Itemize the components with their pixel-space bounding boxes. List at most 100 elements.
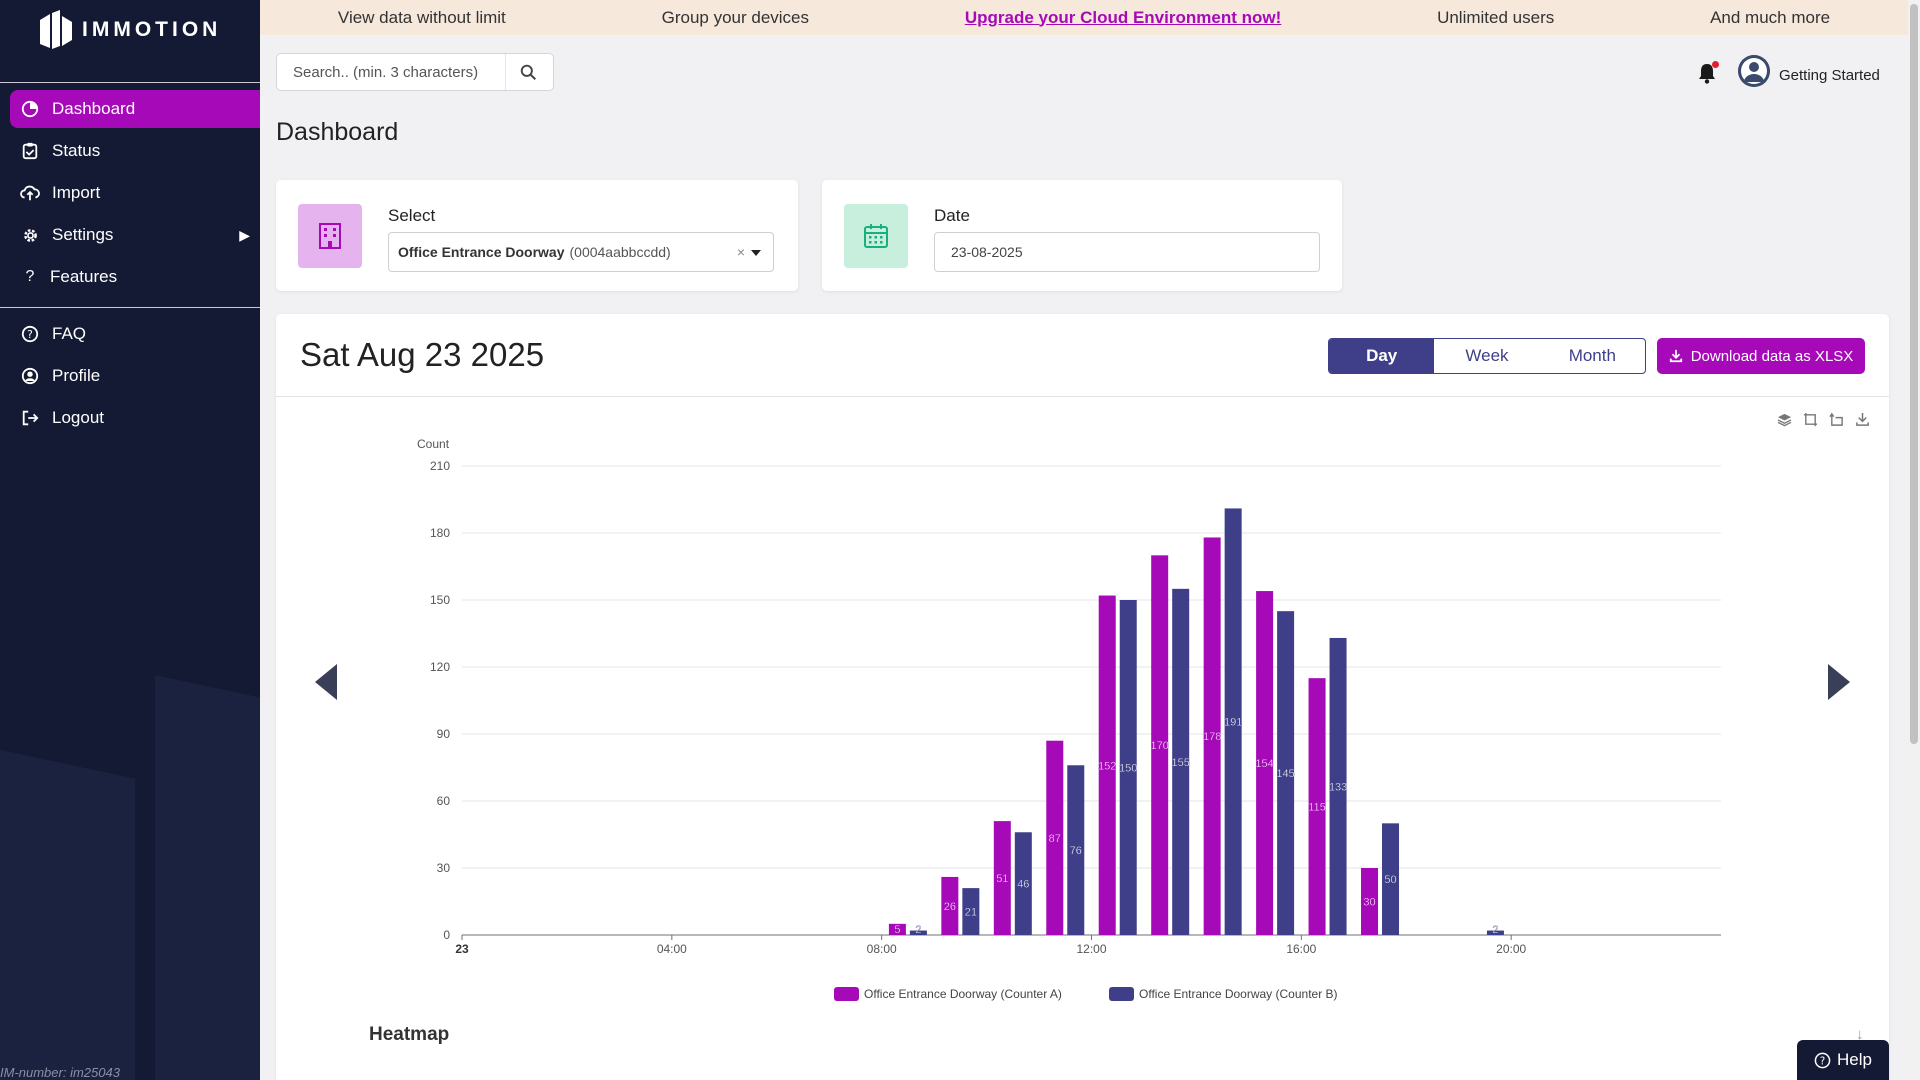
- search-icon: [520, 64, 537, 80]
- tab-month[interactable]: Month: [1568, 346, 1616, 365]
- y-axis-label: Count: [417, 437, 450, 451]
- promo-banner: View data without limit Group your devic…: [260, 0, 1908, 35]
- search-button[interactable]: [505, 54, 551, 90]
- banner-item: Unlimited users: [1437, 7, 1555, 27]
- bar-value-label: 21: [965, 907, 977, 919]
- x-tick-label: 04:00: [657, 942, 687, 956]
- sidebar-item-dashboard[interactable]: Dashboard: [10, 90, 260, 128]
- svg-text:?: ?: [1820, 1055, 1826, 1067]
- tab-week[interactable]: Week: [1465, 346, 1509, 365]
- dropdown-caret-icon[interactable]: [751, 250, 761, 256]
- brand-logo[interactable]: IMMOTION: [38, 10, 221, 50]
- search-bar: [276, 53, 554, 91]
- upgrade-link[interactable]: Upgrade your Cloud Environment now!: [964, 7, 1282, 27]
- bell-icon: [1699, 64, 1715, 84]
- select-label: Select: [388, 206, 436, 225]
- bar-value-label: 2: [915, 924, 921, 936]
- sidebar-item-import[interactable]: Import: [10, 174, 260, 212]
- sidebar-item-status[interactable]: Status: [10, 132, 260, 170]
- im-number: IM-number: im25043: [0, 1065, 120, 1080]
- save-image-icon[interactable]: [1854, 411, 1871, 428]
- bar-value-label: 133: [1329, 781, 1347, 793]
- download-xlsx-button[interactable]: Download data as XLSX: [1657, 338, 1865, 374]
- dashboard-icon: [20, 99, 40, 119]
- bar-value-label: 87: [1049, 833, 1061, 845]
- device-select-card: Select Office Entrance Doorway (0004aabb…: [276, 180, 798, 291]
- bar-chart: 0 30 60 90 120 150 180 210 Count 23 04:00 08:00 12:0…: [417, 437, 1721, 1001]
- zoom-reset-icon[interactable]: [1828, 411, 1845, 428]
- sidebar-divider: [0, 307, 260, 308]
- previous-day-arrow[interactable]: [313, 662, 339, 702]
- bar-value-label: 26: [944, 901, 956, 913]
- chart-toolbox: [1776, 411, 1871, 428]
- bar-value-label: 150: [1119, 763, 1137, 775]
- stack-icon[interactable]: [1776, 411, 1793, 428]
- question-icon: ?: [25, 268, 35, 285]
- building-icon-box: [298, 204, 362, 268]
- y-tick-label: 90: [437, 727, 451, 741]
- sidebar-item-label: Profile: [52, 366, 101, 385]
- bar-counter-b: [1014, 832, 1032, 935]
- sidebar-item-logout[interactable]: Logout: [10, 399, 260, 437]
- bar-value-label: 30: [1363, 897, 1375, 909]
- bar-value-label: 76: [1070, 845, 1082, 857]
- download-label: Download data as XLSX: [1690, 347, 1854, 365]
- help-button[interactable]: ? Help: [1797, 1040, 1889, 1080]
- page-scrollbar[interactable]: [1908, 0, 1920, 1080]
- date-label: Date: [934, 206, 970, 225]
- heatmap-download-icon[interactable]: ↓: [1856, 1026, 1864, 1043]
- y-tick-label: 180: [430, 526, 450, 540]
- y-tick-label: 210: [430, 459, 450, 473]
- bar-counter-b: [1382, 823, 1400, 935]
- sidebar-item-features[interactable]: ? Features: [10, 258, 260, 296]
- sidebar: IMMOTION Dashboard Status Import Setting…: [0, 0, 260, 1080]
- page-title: Dashboard: [276, 118, 399, 146]
- search-input[interactable]: [277, 63, 505, 81]
- clear-selection-button[interactable]: ×: [736, 244, 745, 260]
- bar-value-label: 154: [1255, 758, 1273, 770]
- tab-day[interactable]: Day: [1329, 339, 1435, 373]
- bar-counter-a: [993, 821, 1011, 935]
- device-id: (0004aabbccdd): [569, 244, 671, 260]
- heatmap-title: Heatmap: [369, 1024, 450, 1045]
- bar-counter-a: [1361, 868, 1379, 935]
- logo-mark-icon: [40, 10, 72, 49]
- y-tick-label: 120: [430, 660, 450, 674]
- sidebar-item-label: Dashboard: [52, 99, 136, 118]
- zoom-select-icon[interactable]: [1802, 411, 1819, 428]
- bar-value-label: 155: [1172, 757, 1190, 769]
- panel-divider: [276, 396, 1889, 397]
- user-name[interactable]: Getting Started: [1779, 67, 1880, 84]
- bar-counter-a: [1203, 537, 1221, 935]
- banner-item: View data without limit: [337, 7, 506, 27]
- x-tick-label: 16:00: [1286, 942, 1316, 956]
- sidebar-item-label: FAQ: [52, 324, 87, 343]
- y-tick-label: 150: [430, 593, 450, 607]
- x-tick-label: 12:00: [1076, 942, 1106, 956]
- bar-counter-a: [1098, 595, 1116, 935]
- bar-counter-a: [1308, 678, 1326, 935]
- notification-dot: [1712, 61, 1719, 68]
- notifications-button[interactable]: [1696, 61, 1719, 85]
- avatar[interactable]: [1738, 55, 1770, 87]
- sidebar-item-profile[interactable]: Profile: [10, 357, 260, 395]
- chart-panel: Sat Aug 23 2025 Day Week Month Download …: [276, 314, 1889, 1080]
- sidebar-item-faq[interactable]: ? FAQ: [10, 315, 260, 353]
- bar-counter-b: [1329, 637, 1347, 935]
- question-circle-icon: ?: [20, 324, 40, 344]
- legend-label: Office Entrance Doorway (Counter B): [1139, 987, 1338, 1001]
- date-input[interactable]: 23-08-2025: [934, 232, 1320, 272]
- next-day-arrow[interactable]: [1826, 662, 1852, 702]
- sidebar-item-settings[interactable]: Settings ▶: [10, 216, 260, 254]
- device-select[interactable]: Office Entrance Doorway (0004aabbccdd) ×: [388, 232, 774, 272]
- clipboard-icon: [20, 141, 40, 161]
- sidebar-decoration: [155, 675, 260, 1080]
- user-circle-icon: [20, 366, 40, 386]
- sidebar-item-label: Features: [50, 267, 118, 286]
- legend-swatch: [834, 987, 859, 1001]
- bar-value-label: 50: [1384, 874, 1396, 886]
- bar-counter-a: [1256, 591, 1274, 935]
- bar-counter-a: [888, 923, 906, 935]
- scrollbar-thumb[interactable]: [1910, 4, 1918, 744]
- date-heading: Sat Aug 23 2025: [300, 336, 545, 373]
